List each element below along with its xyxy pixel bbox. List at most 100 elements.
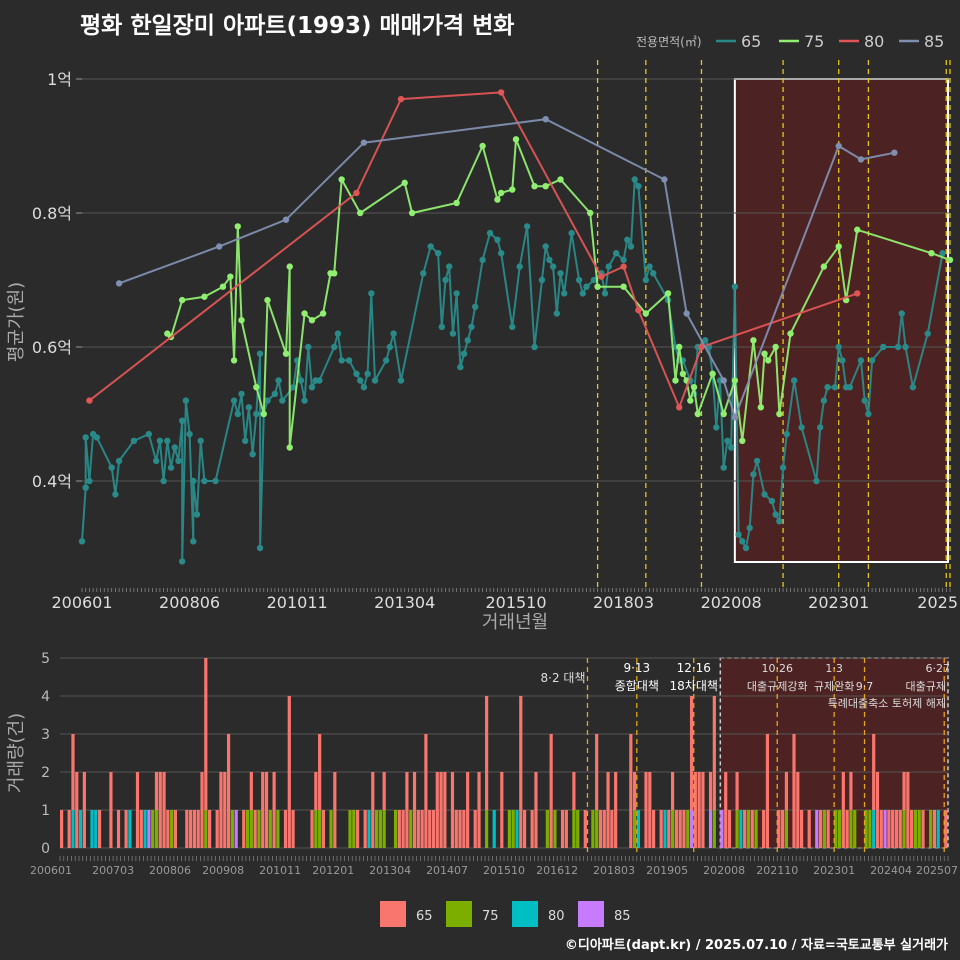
data-point bbox=[713, 424, 720, 431]
data-point bbox=[190, 477, 197, 485]
data-point bbox=[446, 263, 453, 270]
volume-bar bbox=[872, 734, 876, 810]
x-tick-label: 202404 bbox=[870, 864, 912, 877]
data-point bbox=[538, 276, 546, 284]
data-point bbox=[768, 497, 776, 505]
data-point bbox=[468, 323, 475, 331]
data-point bbox=[167, 464, 175, 471]
data-point bbox=[690, 384, 698, 391]
x-tick-label: 201201 bbox=[312, 864, 354, 877]
volume-bar bbox=[67, 810, 71, 848]
policy-label: 12·16 bbox=[677, 661, 711, 675]
legend-swatch-80 bbox=[512, 901, 538, 927]
volume-bar bbox=[818, 810, 823, 848]
data-point bbox=[531, 183, 538, 190]
data-point bbox=[835, 343, 842, 351]
volume-bar bbox=[462, 810, 466, 848]
volume-bar bbox=[192, 810, 197, 848]
data-point bbox=[457, 363, 464, 371]
volume-bar bbox=[500, 772, 504, 848]
volume-bar bbox=[249, 810, 253, 848]
data-point bbox=[357, 209, 364, 217]
data-point bbox=[590, 276, 598, 284]
data-point bbox=[750, 337, 757, 344]
data-point bbox=[345, 357, 353, 364]
data-point bbox=[301, 397, 308, 404]
volume-bar bbox=[765, 734, 770, 848]
volume-bar bbox=[553, 810, 557, 848]
volume-bar bbox=[777, 810, 781, 848]
volume-bar bbox=[879, 810, 883, 848]
legend-label-85: 85 bbox=[614, 909, 631, 924]
volume-bar bbox=[883, 810, 887, 848]
volume-bar bbox=[849, 772, 853, 810]
volume-bar bbox=[549, 734, 553, 848]
data-point bbox=[427, 243, 434, 250]
legend-label-65: 65 bbox=[416, 909, 433, 924]
volume-bar bbox=[147, 810, 151, 848]
data-point bbox=[497, 250, 505, 257]
volume-bar bbox=[287, 696, 291, 848]
data-point bbox=[271, 390, 279, 398]
data-point bbox=[331, 343, 338, 351]
legend-label-80: 80 bbox=[864, 32, 884, 51]
y-tick-label: 0.4억 bbox=[32, 472, 72, 491]
data-point bbox=[219, 283, 227, 290]
volume-bar bbox=[583, 810, 587, 848]
data-point bbox=[720, 464, 727, 471]
volume-bar bbox=[792, 734, 796, 848]
volume-bar bbox=[154, 810, 159, 848]
data-point bbox=[620, 256, 627, 264]
data-point bbox=[234, 223, 241, 230]
data-point bbox=[178, 558, 186, 565]
data-point bbox=[757, 404, 765, 411]
policy-label: 10·26 bbox=[761, 662, 793, 675]
volume-bar bbox=[682, 810, 686, 848]
y-axis-label: 평균가(원) bbox=[6, 282, 27, 362]
policy-label: 9·13 bbox=[623, 661, 650, 675]
data-point bbox=[479, 142, 486, 150]
data-point bbox=[676, 343, 683, 351]
volume-bar bbox=[689, 696, 694, 810]
volume-bar bbox=[932, 810, 937, 848]
volume-bar bbox=[929, 810, 933, 848]
policy-label: 대출규제 bbox=[906, 680, 946, 693]
volume-bar bbox=[746, 810, 751, 848]
data-point bbox=[546, 256, 553, 264]
data-point bbox=[316, 377, 323, 384]
volume-bar bbox=[708, 772, 713, 810]
y-tick-label: 0.8억 bbox=[32, 204, 72, 223]
volume-bar bbox=[75, 772, 79, 848]
data-point bbox=[739, 538, 746, 545]
legend-label-65: 65 bbox=[741, 32, 761, 51]
x-tick-label: 200908 bbox=[202, 864, 244, 877]
data-point bbox=[390, 330, 397, 337]
volume-bar bbox=[507, 810, 511, 848]
volume-bar bbox=[750, 810, 754, 848]
volume-bar bbox=[633, 772, 637, 810]
x-tick-label: 201905 bbox=[646, 864, 688, 877]
volume-bar bbox=[735, 810, 739, 848]
data-point bbox=[939, 250, 946, 257]
x-tick-label: 201304 bbox=[374, 593, 435, 612]
volume-bar bbox=[477, 772, 481, 848]
volume-bar bbox=[784, 810, 789, 848]
volume-bar bbox=[902, 772, 906, 810]
volume-bar bbox=[226, 734, 231, 848]
data-point bbox=[171, 444, 178, 451]
data-point bbox=[279, 397, 286, 404]
data-point bbox=[661, 176, 668, 183]
data-point bbox=[627, 243, 635, 250]
volume-bar bbox=[135, 772, 140, 848]
volume-bar bbox=[249, 772, 253, 810]
volume-bar bbox=[530, 810, 534, 848]
volume-bar bbox=[412, 772, 417, 848]
volume-bar bbox=[272, 772, 276, 848]
volume-bar bbox=[154, 772, 159, 810]
data-point bbox=[438, 323, 446, 331]
data-point bbox=[664, 290, 672, 297]
volume-bar bbox=[261, 772, 265, 848]
volume-bar bbox=[781, 810, 785, 848]
data-point bbox=[694, 410, 701, 418]
data-point bbox=[368, 290, 375, 297]
